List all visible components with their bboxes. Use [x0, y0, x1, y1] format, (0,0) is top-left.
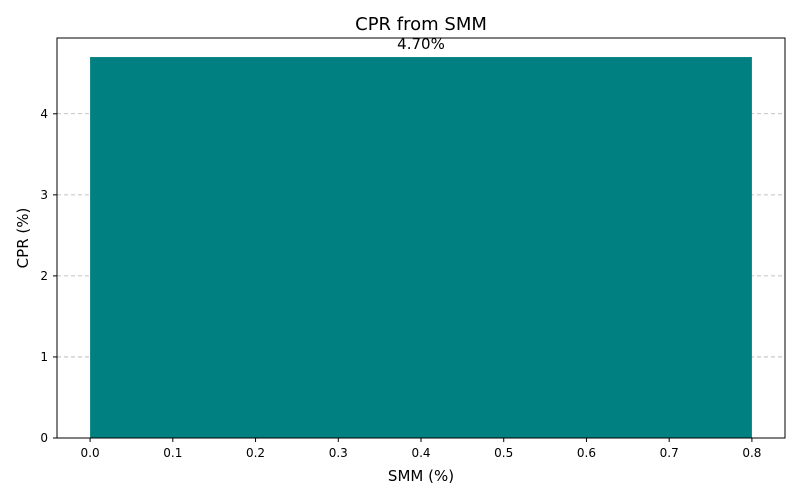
x-tick-label-2: 0.2 — [246, 446, 265, 460]
x-axis-label: SMM (%) — [388, 467, 454, 485]
x-axis-ticks: 0.0 0.1 0.2 0.3 0.4 0.5 0.6 0.7 0.8 — [81, 438, 761, 460]
y-tick-label-3: 3 — [40, 188, 48, 202]
x-tick-label-0: 0.0 — [81, 446, 100, 460]
bar-0 — [90, 57, 752, 439]
x-tick-label-4: 0.4 — [411, 446, 430, 460]
y-axis-label: CPR (%) — [14, 208, 32, 269]
y-axis-ticks: 0 1 2 3 4 — [40, 107, 57, 445]
x-tick-label-7: 0.7 — [660, 446, 679, 460]
chart-title: CPR from SMM — [355, 14, 487, 35]
data-labels: 4.70% — [397, 35, 445, 53]
x-tick-label-6: 0.6 — [577, 446, 596, 460]
x-tick-label-1: 0.1 — [163, 446, 182, 460]
bar-value-label-0: 4.70% — [397, 35, 445, 53]
y-tick-label-2: 2 — [40, 269, 48, 283]
y-tick-label-4: 4 — [40, 107, 48, 121]
x-tick-label-3: 0.3 — [329, 446, 348, 460]
x-tick-label-8: 0.8 — [742, 446, 761, 460]
bars — [90, 57, 752, 439]
y-tick-label-1: 1 — [40, 350, 48, 364]
x-tick-label-5: 0.5 — [494, 446, 513, 460]
y-tick-label-0: 0 — [40, 431, 48, 445]
